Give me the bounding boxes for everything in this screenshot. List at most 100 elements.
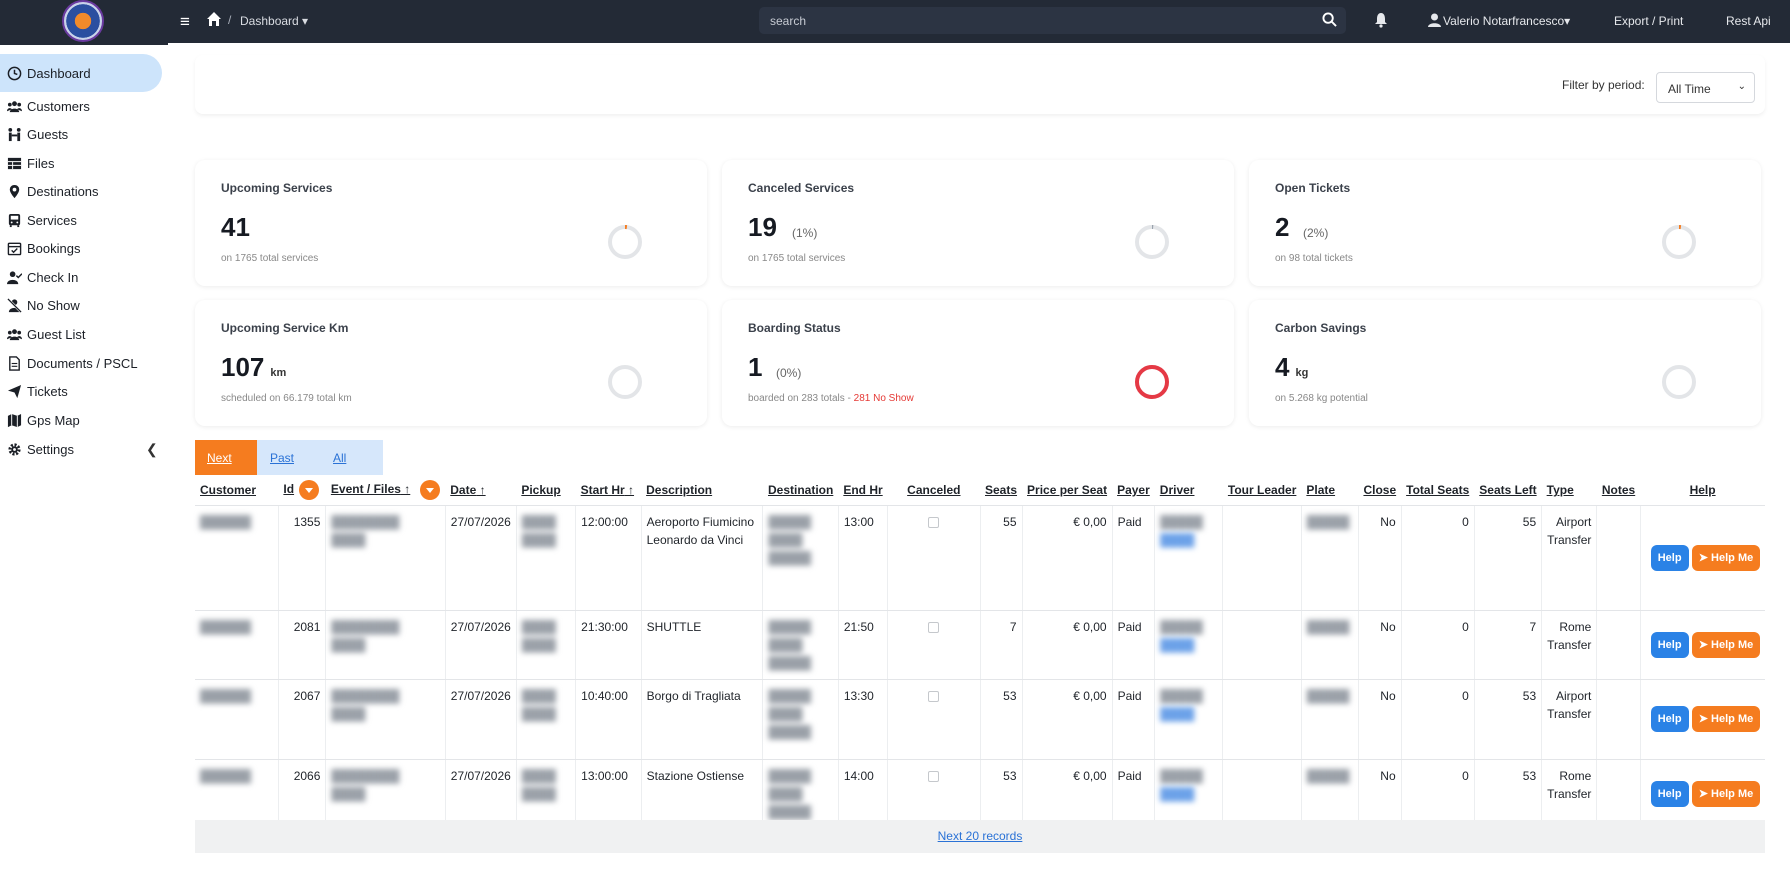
user-slash-icon <box>7 297 22 313</box>
sidebar-item-guest-list[interactable]: Guest List <box>0 321 86 347</box>
col-pickup[interactable]: Pickup <box>516 476 576 506</box>
sidebar-item-guests[interactable]: Guests <box>0 121 68 147</box>
col-payer[interactable]: Payer <box>1112 476 1155 506</box>
help-me-button[interactable]: ➤ Help Me <box>1692 706 1760 732</box>
progress-ring <box>1662 225 1696 259</box>
search-input[interactable]: search <box>759 7 1346 34</box>
col-destination[interactable]: Destination <box>762 476 839 506</box>
stat-title: Boarding Status <box>748 321 841 335</box>
search-icon[interactable] <box>1322 12 1337 27</box>
canceled-checkbox[interactable] <box>928 770 940 782</box>
sort-dropdown-icon[interactable] <box>420 480 441 501</box>
stat-subtext: on 1765 total services <box>221 253 319 264</box>
cell-notes <box>1596 759 1641 829</box>
rest-api-link[interactable]: Rest Api <box>1726 14 1771 28</box>
logo-underline <box>0 43 168 45</box>
help-me-button[interactable]: ➤ Help Me <box>1692 780 1760 807</box>
sidebar-item-documents[interactable]: Documents / PSCL <box>0 350 138 376</box>
col-notes[interactable]: Notes <box>1596 476 1641 506</box>
menu-toggle-icon[interactable]: ≡ <box>180 12 190 31</box>
guests-icon <box>8 127 21 141</box>
chevron-left-icon[interactable]: ❮ <box>146 441 158 457</box>
col-canceled[interactable]: Canceled <box>887 476 980 506</box>
col-total-seats[interactable]: Total Seats <box>1401 476 1475 506</box>
table-row[interactable]: ██████ 2081 ████████ ████ 27/07/2026 ████ ████… <box>195 610 1765 680</box>
progress-ring-fill <box>1662 225 1696 259</box>
stat-unit: kg <box>1295 367 1309 379</box>
canceled-checkbox[interactable] <box>928 621 940 633</box>
stat-subtext: on 1765 total services <box>748 253 846 264</box>
cell-event: ████████ ████ <box>325 505 446 611</box>
canceled-checkbox[interactable] <box>928 516 940 528</box>
sidebar-item-settings[interactable]: Settings <box>0 436 74 462</box>
sidebar-item-dashboard[interactable]: Dashboard <box>0 54 162 92</box>
tab-past[interactable]: Past <box>270 451 295 465</box>
sort-dropdown-icon[interactable] <box>299 480 320 501</box>
sidebar-item-destinations[interactable]: Destinations <box>0 178 99 204</box>
stat-card: Canceled Services 19 (1%) on 1765 total ser… <box>722 160 1234 286</box>
tab-all[interactable]: All <box>333 451 347 465</box>
col-end-hr[interactable]: End Hr <box>838 476 888 506</box>
sidebar-item-bookings[interactable]: Bookings <box>0 235 80 261</box>
col-description[interactable]: Description <box>641 476 763 506</box>
cell-close: No <box>1358 610 1402 680</box>
cell-id: 2067 <box>278 679 327 760</box>
period-select[interactable]: All Time ⌄ <box>1656 72 1755 103</box>
sidebar-item-tickets[interactable]: Tickets <box>0 378 68 404</box>
progress-ring-track <box>608 225 642 259</box>
col-plate[interactable]: Plate <box>1301 476 1359 506</box>
progress-ring-track <box>608 365 642 399</box>
stat-subtext: on 5.268 kg potential <box>1275 393 1368 404</box>
tab-next[interactable]: Next <box>195 440 257 475</box>
sidebar-item-label: Check In <box>27 269 79 285</box>
sidebar-item-no-show[interactable]: No Show <box>0 292 80 318</box>
col-type[interactable]: Type <box>1541 476 1597 506</box>
help-button[interactable]: Help <box>1650 631 1689 658</box>
sidebar-item-check-in[interactable]: Check In <box>0 264 78 290</box>
app-logo[interactable] <box>62 0 104 42</box>
table-row[interactable]: ██████ 2067 ████████ ████ 27/07/2026 ████ ████… <box>195 679 1765 760</box>
col-start-hr[interactable]: Start Hr ↑ <box>575 476 642 506</box>
progress-ring <box>1135 225 1169 259</box>
breadcrumb-dashboard[interactable]: Dashboard ▾ <box>240 14 309 28</box>
export-print-link[interactable]: Export / Print <box>1614 14 1684 28</box>
sidebar-item-customers[interactable]: Customers <box>0 93 90 119</box>
sidebar-item-gps-map[interactable]: Gps Map <box>0 407 80 433</box>
cell-start: 13:00:00 <box>575 759 642 829</box>
stat-subtext: scheduled on 66.179 total km <box>221 393 352 404</box>
col-driver[interactable]: Driver <box>1154 476 1223 506</box>
col-event-files[interactable]: Event / Files ↑ <box>325 476 446 506</box>
col-tour-leader[interactable]: Tour Leader <box>1222 476 1302 506</box>
col-seats[interactable]: Seats <box>980 476 1023 506</box>
col-id[interactable]: Id <box>278 476 326 506</box>
breadcrumb-separator: / <box>228 13 232 27</box>
help-button[interactable]: Help <box>1650 780 1689 807</box>
cell-customer: ██████ <box>195 679 279 760</box>
col-price-per-seat[interactable]: Price per Seat <box>1022 476 1113 506</box>
help-me-button[interactable]: ➤ Help Me <box>1692 631 1760 658</box>
help-button[interactable]: Help <box>1650 706 1689 732</box>
sidebar-item-files[interactable]: Files <box>0 150 54 176</box>
stat-subtext: boarded on 283 totals - 281 No Show <box>748 393 914 404</box>
home-icon[interactable] <box>206 11 222 27</box>
table-row[interactable]: ██████ 2066 ████████ ████ 27/07/2026 ████ ████… <box>195 759 1765 829</box>
sidebar-item-services[interactable]: Services <box>0 207 77 233</box>
next-records-link[interactable]: Next 20 records <box>937 829 1023 843</box>
table-row[interactable]: ██████ 1355 ████████ ████ 27/07/2026 ████ ████… <box>195 505 1765 611</box>
help-button[interactable]: Help <box>1650 544 1689 571</box>
stat-title: Carbon Savings <box>1275 321 1367 335</box>
help-me-button[interactable]: ➤ Help Me <box>1692 544 1760 571</box>
col-customer[interactable]: Customer <box>195 476 279 506</box>
stat-value: 2 <box>1275 212 1290 242</box>
cell-date: 27/07/2026 <box>445 505 517 611</box>
stat-subtext: on 98 total tickets <box>1275 253 1353 264</box>
cell-close: No <box>1358 759 1402 829</box>
bell-icon[interactable] <box>1373 12 1389 28</box>
col-help[interactable]: Help <box>1640 476 1765 506</box>
col-date[interactable]: Date ↑ <box>445 476 517 506</box>
col-seats-left[interactable]: Seats Left <box>1474 476 1542 506</box>
col-close[interactable]: Close <box>1358 476 1402 506</box>
canceled-checkbox[interactable] <box>928 690 940 702</box>
progress-ring <box>608 365 642 399</box>
user-menu[interactable]: Valerio Notarfrancesco▾ <box>1443 14 1571 28</box>
